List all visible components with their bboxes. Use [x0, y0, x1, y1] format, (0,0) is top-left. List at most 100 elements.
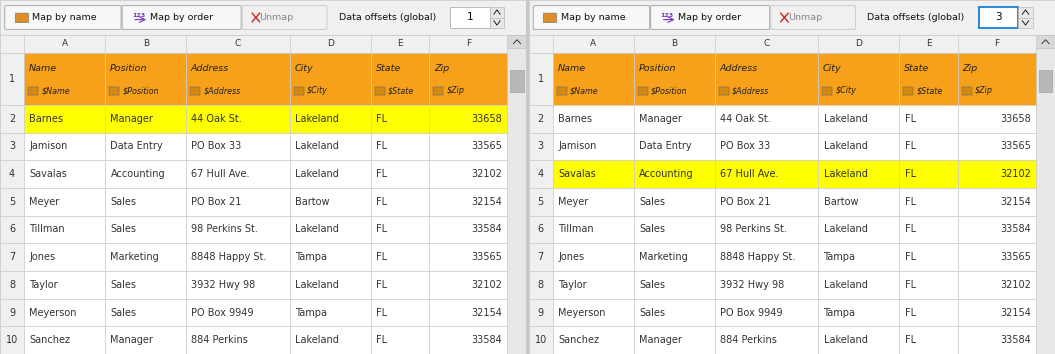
- Text: 8848 Happy St.: 8848 Happy St.: [191, 252, 267, 262]
- Text: $Address: $Address: [732, 86, 769, 96]
- Text: 3: 3: [9, 142, 15, 152]
- Bar: [958, 35, 1036, 53]
- Bar: [899, 271, 958, 299]
- Bar: [24, 188, 106, 216]
- Text: C: C: [764, 40, 770, 48]
- Bar: [819, 105, 899, 133]
- Text: Map by order: Map by order: [678, 13, 742, 22]
- Text: 32154: 32154: [1000, 308, 1031, 318]
- Bar: [553, 216, 634, 243]
- Text: Lakeland: Lakeland: [824, 224, 867, 234]
- Text: C: C: [235, 40, 242, 48]
- Bar: [24, 216, 106, 243]
- Text: Jamison: Jamison: [558, 142, 596, 152]
- Text: PO Box 33: PO Box 33: [720, 142, 770, 152]
- Bar: [715, 35, 819, 53]
- Text: Address: Address: [191, 64, 229, 73]
- Bar: [24, 271, 106, 299]
- Bar: [290, 35, 370, 53]
- Bar: [290, 271, 370, 299]
- Text: PO Box 9949: PO Box 9949: [191, 308, 254, 318]
- Text: FL: FL: [904, 308, 916, 318]
- Text: 32154: 32154: [472, 308, 502, 318]
- Text: City: City: [294, 64, 313, 73]
- Text: Zip: Zip: [434, 64, 449, 73]
- Bar: [290, 53, 370, 105]
- Text: Taylor: Taylor: [558, 280, 587, 290]
- Bar: [490, 17, 504, 28]
- FancyBboxPatch shape: [533, 6, 650, 29]
- Text: 32154: 32154: [472, 197, 502, 207]
- Bar: [0, 160, 24, 188]
- Bar: [529, 326, 553, 354]
- Text: 44 Oak St.: 44 Oak St.: [720, 114, 771, 124]
- FancyBboxPatch shape: [651, 6, 770, 29]
- Bar: [553, 299, 634, 326]
- Bar: [106, 216, 187, 243]
- Text: Sanchez: Sanchez: [558, 335, 599, 345]
- Text: 9: 9: [9, 308, 15, 318]
- Bar: [0, 105, 24, 133]
- Text: $City: $City: [836, 86, 857, 96]
- Bar: [823, 86, 832, 95]
- Text: Lakeland: Lakeland: [295, 169, 339, 179]
- Bar: [507, 35, 526, 48]
- Bar: [819, 35, 899, 53]
- Text: Meyer: Meyer: [30, 197, 60, 207]
- Text: B: B: [142, 40, 149, 48]
- Bar: [899, 243, 958, 271]
- Bar: [1036, 35, 1055, 48]
- Bar: [106, 133, 187, 160]
- Bar: [903, 86, 914, 95]
- Text: $City: $City: [307, 86, 328, 96]
- Text: Tampa: Tampa: [824, 308, 856, 318]
- Text: Data offsets (global): Data offsets (global): [339, 13, 436, 22]
- Text: Lakeland: Lakeland: [824, 142, 867, 152]
- Text: 32102: 32102: [1000, 169, 1031, 179]
- Bar: [715, 133, 819, 160]
- Bar: [370, 216, 429, 243]
- Bar: [429, 105, 507, 133]
- Bar: [24, 160, 106, 188]
- Text: Tillman: Tillman: [558, 224, 594, 234]
- Bar: [899, 35, 958, 53]
- Bar: [375, 86, 385, 95]
- Text: 1: 1: [466, 12, 473, 23]
- Text: 6: 6: [538, 224, 543, 234]
- Text: F: F: [994, 40, 999, 48]
- Bar: [529, 188, 553, 216]
- Bar: [187, 271, 290, 299]
- Text: Marketing: Marketing: [639, 252, 688, 262]
- Bar: [187, 53, 290, 105]
- Text: Lakeland: Lakeland: [824, 335, 867, 345]
- Text: Jamison: Jamison: [30, 142, 68, 152]
- Bar: [899, 299, 958, 326]
- Bar: [450, 7, 490, 28]
- Text: FL: FL: [376, 197, 387, 207]
- Text: $Zip: $Zip: [975, 86, 993, 96]
- Bar: [529, 105, 553, 133]
- Bar: [819, 133, 899, 160]
- Bar: [187, 299, 290, 326]
- Bar: [958, 216, 1036, 243]
- Text: 33584: 33584: [472, 224, 502, 234]
- Text: 1: 1: [9, 74, 15, 84]
- Text: FL: FL: [904, 169, 916, 179]
- Bar: [529, 160, 553, 188]
- Text: Accounting: Accounting: [639, 169, 693, 179]
- Text: Data offsets (global): Data offsets (global): [867, 13, 964, 22]
- Bar: [638, 86, 648, 95]
- Text: Lakeland: Lakeland: [824, 280, 867, 290]
- Text: 33584: 33584: [472, 335, 502, 345]
- Bar: [370, 35, 429, 53]
- Text: 98 Perkins St.: 98 Perkins St.: [720, 224, 787, 234]
- Bar: [106, 271, 187, 299]
- Text: State: State: [904, 64, 929, 73]
- Text: Address: Address: [720, 64, 757, 73]
- Text: 67 Hull Ave.: 67 Hull Ave.: [191, 169, 250, 179]
- Bar: [187, 243, 290, 271]
- Text: 67 Hull Ave.: 67 Hull Ave.: [720, 169, 779, 179]
- Bar: [24, 326, 106, 354]
- Text: $Address: $Address: [204, 86, 241, 96]
- Bar: [819, 271, 899, 299]
